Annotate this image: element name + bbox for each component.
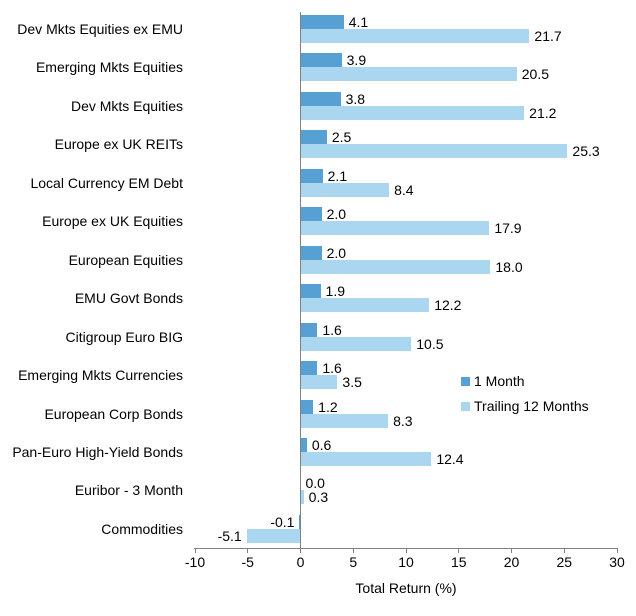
value-label: 18.0 [495,258,523,275]
legend: 1 Month Trailing 12 Months [461,371,589,421]
category-label: Emerging Mkts Currencies [18,367,183,384]
bar-trailing-12-months [300,259,491,274]
bar-trailing-12-months [300,451,432,466]
bar-1-month [300,361,318,376]
category-label: Local Currency EM Debt [30,174,183,191]
x-axis-tick-label: 20 [503,554,520,570]
x-axis-tick-label: 10 [398,554,414,570]
legend-label-trailing-12-months: Trailing 12 Months [474,398,589,414]
value-label: 3.8 [345,90,366,107]
category-label: Emerging Mkts Equities [35,59,183,76]
bar-1-month [300,245,322,260]
value-label: 10.5 [416,335,444,352]
value-label: 1.2 [318,398,338,415]
value-label: 2.1 [327,167,348,184]
bar-trailing-12-months [300,298,430,313]
value-label: 25.3 [572,143,600,160]
value-label: 12.4 [436,450,464,467]
legend-swatch-1-month [461,376,470,386]
x-axis-tick [300,547,301,553]
bar-trailing-12-months [246,528,301,543]
value-label: 2.0 [326,244,347,261]
x-axis-tick-label: 25 [556,554,573,570]
legend-item-1-month: 1 Month [461,371,589,391]
category-label: Dev Mkts Equities ex EMU [17,21,183,37]
legend-label-1-month: 1 Month [474,373,525,389]
x-axis-tick [563,547,565,553]
bar-trailing-12-months [300,336,412,351]
value-label: 12.2 [434,297,462,314]
value-label: 21.7 [534,28,562,44]
category-label: European Corp Bonds [44,405,183,422]
value-label: 3.9 [346,52,367,69]
value-label: 2.5 [331,129,352,146]
category-label: Dev Mkts Equities [70,97,183,114]
bar-trailing-12-months [300,182,390,197]
value-label: 1.6 [322,321,342,338]
category-label: EMU Govt Bonds [74,290,183,307]
value-label: 1.9 [325,283,345,300]
bar-1-month [300,207,322,222]
value-label: 0.6 [311,436,332,453]
value-label: 8.3 [393,412,413,429]
legend-swatch-trailing-12-months [461,401,470,411]
x-axis-tick [247,547,249,553]
x-axis-tick-label: 30 [609,554,625,570]
value-label: 0.3 [308,489,329,506]
bar-trailing-12-months [300,67,517,82]
bar-1-month [300,15,344,29]
x-axis-tick [458,547,460,553]
x-axis-tick [511,547,512,553]
value-label: 3.5 [342,374,362,391]
x-axis-tick-label: 0 [296,554,305,570]
value-label: 21.2 [529,104,557,121]
value-label: 0.0 [305,475,325,492]
x-axis-tick-label: -10 [184,554,206,570]
bar-trailing-12-months [300,144,568,159]
category-label: Euribor - 3 Month [74,482,183,499]
value-label: 4.1 [348,14,369,30]
y-axis-line [299,12,301,548]
value-label: 8.4 [394,181,414,198]
bar-trailing-12-months [300,105,525,120]
bar-trailing-12-months [300,413,389,428]
x-axis-tick [616,547,618,553]
bar-1-month [300,284,321,299]
bar-trailing-12-months [300,375,338,390]
bar-1-month [300,91,341,106]
value-label: -0.1 [270,513,295,530]
bar-1-month [300,53,342,68]
category-label: Europe ex UK Equities [42,213,183,230]
category-label: Europe ex UK REITs [54,136,183,153]
value-label: 20.5 [521,66,550,83]
x-axis-tick-label: 5 [349,554,358,570]
x-axis-tick [352,547,354,553]
bar-1-month [300,399,314,414]
bar-trailing-12-months [300,490,304,505]
x-axis-tick-label: -5 [241,554,254,570]
category-label: Pan-Euro High-Yield Bonds [12,443,183,460]
x-axis-tick [405,547,407,553]
x-axis-title: Total Return (%) [355,580,457,596]
bar-1-month [300,168,323,183]
x-axis-tick-label: 15 [450,554,467,570]
category-label: Citigroup Euro BIG [65,328,184,345]
value-label: -5.1 [217,527,242,544]
bar-trailing-12-months [300,29,530,43]
x-axis-tick [194,547,196,553]
value-label: 1.6 [322,360,342,377]
legend-item-trailing-12-months: Trailing 12 Months [461,396,589,416]
value-label: 2.0 [326,206,347,223]
bar-1-month [300,437,307,452]
bar-trailing-12-months [300,221,490,236]
value-label: 17.9 [494,220,522,237]
category-label: European Equities [68,251,183,268]
bar-1-month [300,322,318,337]
bar-1-month [300,130,327,145]
category-label: Commodities [101,520,183,537]
